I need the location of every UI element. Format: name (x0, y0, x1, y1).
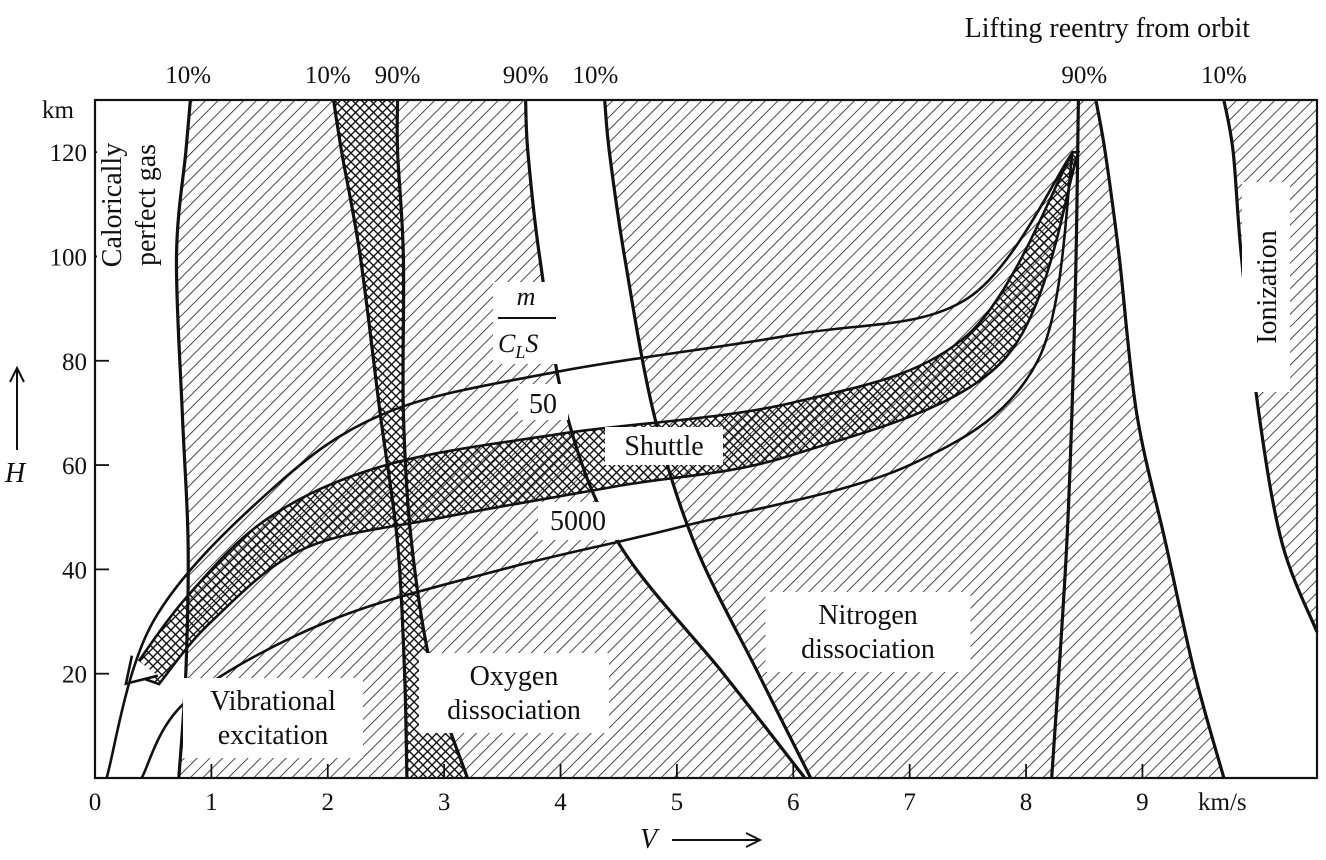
boundary-percent-label: 10% (573, 62, 619, 89)
x-unit-label: km/s (1198, 789, 1247, 816)
y-tick-label: 40 (62, 557, 87, 584)
corridor-line-50 (105, 151, 1074, 779)
chart-title: Lifting reentry from orbit (965, 13, 1251, 44)
y-tick-label: 60 (62, 453, 87, 480)
y-axis-title: H (4, 365, 27, 489)
hatched-band (604, 100, 1224, 778)
shuttle-label-text: Shuttle (624, 431, 703, 462)
x-tick-label: 9 (1136, 789, 1149, 816)
y-unit-label: km (42, 97, 75, 124)
corridor-label-5000: 5000 (538, 502, 618, 540)
boundary-percent-label: 10% (165, 62, 211, 89)
x-tick-label: 2 (322, 789, 335, 816)
corridor-label-numerator: m (517, 282, 536, 311)
boundary-percent-label: 10% (1201, 62, 1247, 89)
x-tick-label: 0 (89, 789, 102, 816)
hatched-band (397, 100, 805, 778)
region-label-line: Calorically (97, 143, 128, 267)
region-label-vibrational-excitation-line: excitation (218, 720, 328, 751)
x-tick-label: 1 (205, 789, 218, 816)
x-tick-label: 4 (554, 789, 567, 816)
y-tick-label: 100 (50, 244, 88, 271)
x-axis-title: V (640, 824, 763, 855)
corridor-label-50: 50 (518, 384, 568, 420)
region-label-oxygen-dissociation-line: Oxygen (470, 661, 559, 692)
region-label-nitrogen-dissociation-line: dissociation (801, 634, 935, 665)
x-tick-label: 3 (438, 789, 451, 816)
hatched-band (176, 100, 407, 778)
x-axis-arrowhead-icon (745, 832, 763, 848)
boundary-oxy-90 (524, 99, 807, 779)
region-label-ionization: Ionization (1242, 182, 1290, 392)
boundary-nit-10 (603, 99, 813, 779)
boundary-vib-90 (332, 99, 409, 779)
boundary-percent-label: 10% (305, 62, 351, 89)
x-tick-label: 8 (1020, 789, 1033, 816)
region-label-vibrational-excitation-line: Vibrational (210, 686, 336, 717)
boundary-percent-label: 90% (375, 62, 421, 89)
x-axis: 0 1 2 3 4 5 6 7 8 9 (89, 764, 1149, 816)
region-label-line: Ionization (1252, 230, 1283, 344)
shuttle-arrowhead-icon (124, 655, 159, 686)
region-label-line: perfect gas (131, 144, 162, 266)
corridor-label-50-text: 50 (529, 389, 557, 420)
y-axis-arrowhead-icon (9, 365, 25, 383)
x-axis-title-text: V (640, 824, 660, 855)
corridor-parameter-label: m CLS (493, 282, 563, 364)
plot-frame (93, 98, 1319, 780)
y-axis-title-text: H (4, 458, 27, 489)
y-tick-label: 80 (62, 349, 87, 376)
boundary-percent-labels: 10% 10% 90% 90% 10% 90% 10% (165, 62, 1247, 89)
boundary-percent-label: 90% (503, 62, 549, 89)
boundary-nit-90 (1094, 99, 1226, 779)
x-tick-label: 5 (671, 789, 684, 816)
boundary-vib-10 (174, 99, 192, 779)
region-label-calorically-perfect-gas: Calorically perfect gas (97, 115, 165, 295)
crosshatched-band (333, 100, 468, 778)
y-tick-label: 120 (50, 140, 88, 167)
corridor-label-5000-text: 5000 (550, 506, 606, 537)
shuttle-label: Shuttle (605, 427, 723, 465)
boundary-orbit-left (1050, 99, 1080, 779)
x-tick-label: 6 (787, 789, 800, 816)
region-label-nitrogen-dissociation-line: Nitrogen (818, 600, 918, 631)
y-tick-label: 20 (62, 662, 87, 689)
corridor-label-denominator: CLS (498, 329, 538, 362)
y-axis: 20 40 60 80 100 120 (50, 140, 109, 689)
boundary-percent-label: 90% (1061, 62, 1107, 89)
region-label-oxygen-dissociation-line: dissociation (447, 695, 581, 726)
x-tick-label: 7 (903, 789, 916, 816)
corridor-line-5000 (140, 151, 1074, 779)
region-labels: Calorically perfect gas Vibrationalexcitat… (97, 115, 1290, 758)
